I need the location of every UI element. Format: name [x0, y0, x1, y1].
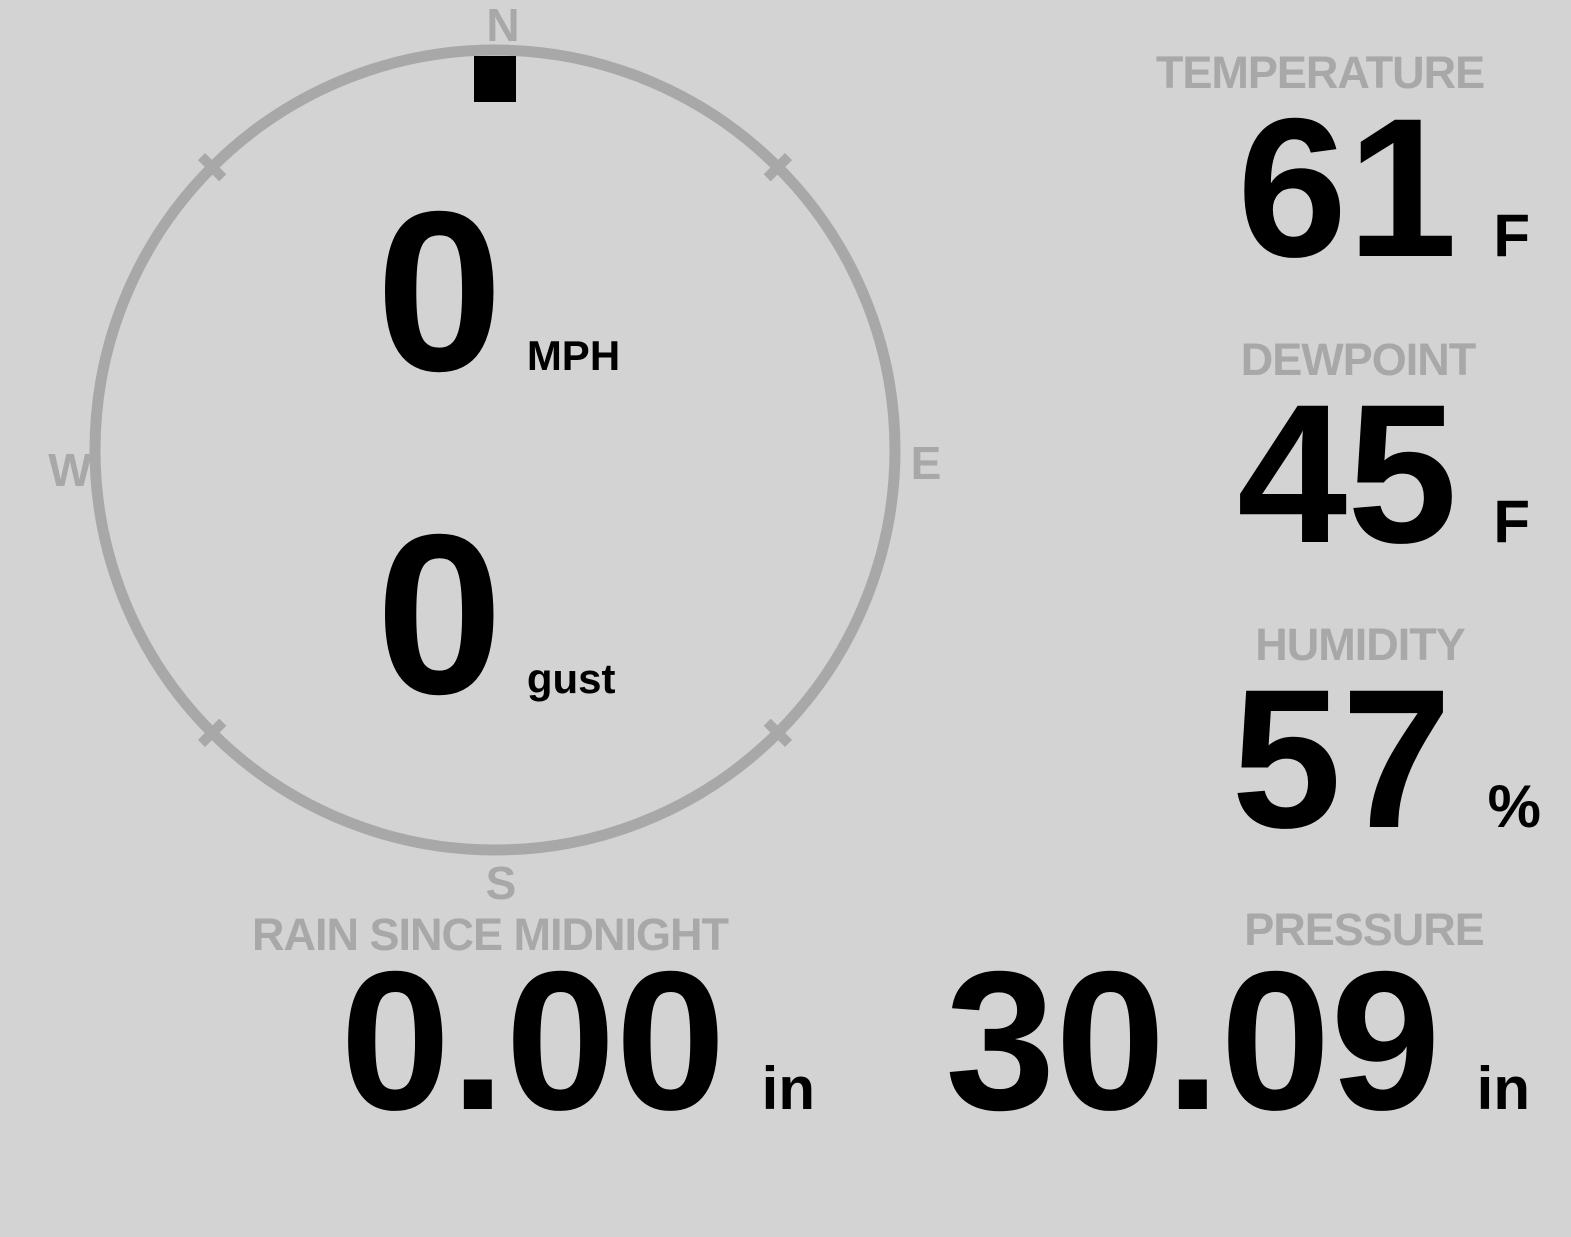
humidity-unit: %: [1487, 773, 1541, 840]
wind-gust: 0 gust: [376, 501, 615, 729]
dewpoint-unit: F: [1493, 488, 1530, 555]
compass-tick-se-icon: [763, 718, 793, 747]
rain-unit: in: [761, 1055, 815, 1122]
temperature-label: TEMPERATURE: [1155, 47, 1485, 98]
wind-speed: 0 MPH: [376, 178, 620, 406]
rain-label: RAIN SINCE MIDNIGHT: [252, 909, 729, 960]
compass-tick-ne-icon: [763, 153, 793, 182]
compass-label-west: W: [48, 444, 92, 496]
pressure-value: 30.09: [945, 930, 1441, 1151]
compass-tick-sw-icon: [197, 718, 227, 747]
wind-speed-unit: MPH: [526, 332, 621, 379]
pressure-label: PRESSURE: [1244, 904, 1485, 955]
dewpoint-reading: 45 F: [1237, 375, 1530, 573]
wind-gust-value: 0: [376, 488, 503, 742]
dewpoint-value: 45: [1237, 363, 1458, 584]
compass-label-east: E: [910, 437, 942, 489]
humidity-reading: 57 %: [1231, 660, 1541, 858]
compass-label-north: N: [486, 0, 520, 51]
wind-gust-unit: gust: [526, 655, 616, 702]
compass-tick-nw-icon: [197, 153, 227, 182]
temperature-value: 61: [1237, 77, 1458, 298]
dewpoint-label: DEWPOINT: [1240, 334, 1476, 385]
pressure-unit: in: [1476, 1055, 1530, 1122]
wind-speed-value: 0: [376, 165, 503, 419]
wind-direction-indicator-icon: [474, 56, 516, 102]
humidity-label: HUMIDITY: [1255, 619, 1465, 670]
rain-reading: 0.00 in: [340, 942, 815, 1140]
compass-dial: [89, 44, 901, 856]
humidity-value: 57: [1231, 648, 1452, 869]
compass-circle: [89, 44, 901, 856]
rain-value: 0.00: [340, 930, 726, 1151]
pressure-reading: 30.09 in: [945, 942, 1530, 1140]
compass-label-south: S: [485, 857, 517, 909]
temperature-reading: 61 F: [1237, 89, 1530, 287]
temperature-unit: F: [1493, 202, 1530, 269]
